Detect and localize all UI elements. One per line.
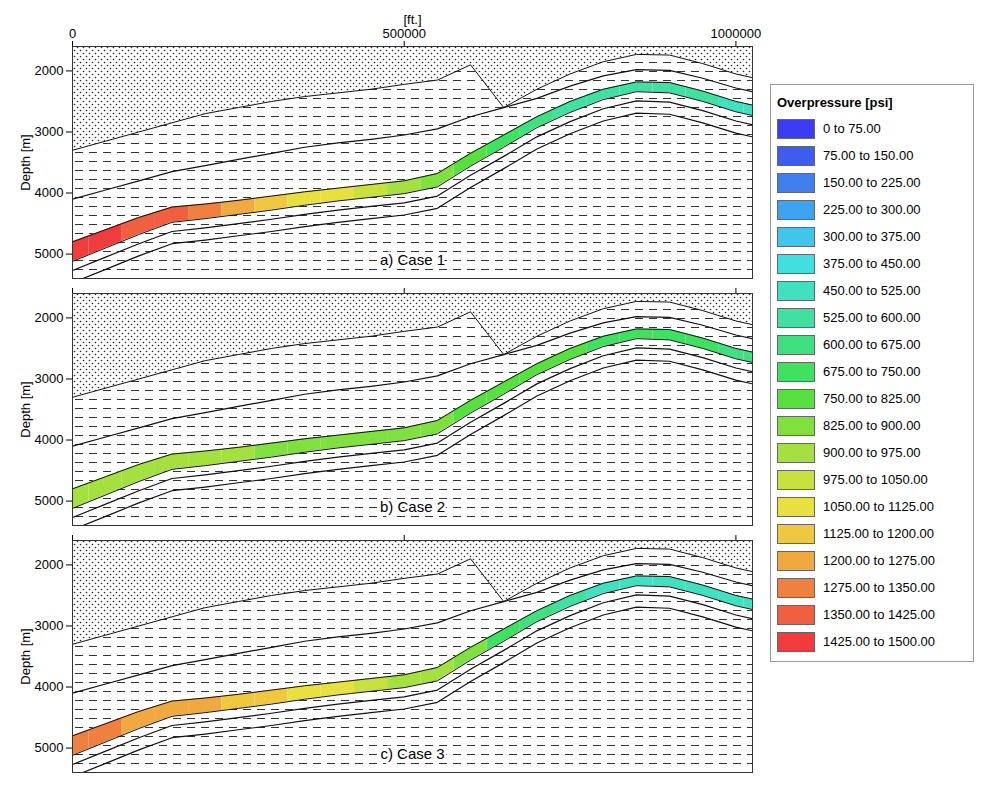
svg-text:a) Case 1: a) Case 1 [380,251,445,268]
svg-text:2000: 2000 [35,63,64,78]
svg-text:5000: 5000 [35,740,64,755]
svg-text:2000: 2000 [35,557,64,572]
html-text:900.00 to 975.00: 900.00 to 975.00 [823,445,921,460]
html-text:300.00 to 375.00: 300.00 to 375.00 [823,229,921,244]
svg-text:4000: 4000 [35,432,64,447]
html-text:1350.00 to 1425.00: 1350.00 to 1425.00 [823,607,936,622]
html-text:75.00 to 150.00: 75.00 to 150.00 [823,148,914,163]
svg-text:5000: 5000 [35,246,64,261]
svg-text:Depth [m]: Depth [m] [18,381,33,437]
svg-text:1000000: 1000000 [711,26,762,41]
html-text:750.00 to 825.00: 750.00 to 825.00 [823,391,921,406]
html-text:975.00 to 1050.00: 975.00 to 1050.00 [823,472,928,487]
html-text:450.00 to 525.00: 450.00 to 525.00 [823,283,921,298]
html-text:225.00 to 300.00: 225.00 to 300.00 [823,202,921,217]
svg-text:4000: 4000 [35,679,64,694]
html-text:1200.00 to 1275.00: 1200.00 to 1275.00 [823,553,936,568]
svg-text:Depth [m]: Depth [m] [18,628,33,684]
svg-text:[ft.]: [ft.] [403,12,421,27]
svg-text:5000: 5000 [35,493,64,508]
html-text:600.00 to 675.00: 600.00 to 675.00 [823,337,921,352]
svg-text:c) Case 3: c) Case 3 [380,745,444,762]
html-text:0 to 75.00: 0 to 75.00 [823,121,881,136]
html-text:Overpressure [psi]: Overpressure [psi] [777,95,893,110]
svg-text:3000: 3000 [35,618,64,633]
svg-text:Depth [m]: Depth [m] [18,134,33,190]
svg-text:2000: 2000 [35,310,64,325]
svg-text:4000: 4000 [35,185,64,200]
html-text:375.00 to 450.00: 375.00 to 450.00 [823,256,921,271]
svg-text:3000: 3000 [35,124,64,139]
html-text:150.00 to 225.00: 150.00 to 225.00 [823,175,921,190]
svg-text:b) Case 2: b) Case 2 [380,498,445,515]
html-text:1275.00 to 1350.00: 1275.00 to 1350.00 [823,580,936,595]
svg-text:0: 0 [69,26,76,41]
svg-text:500000: 500000 [383,26,426,41]
html-text:825.00 to 900.00: 825.00 to 900.00 [823,418,921,433]
html-text:1425.00 to 1500.00: 1425.00 to 1500.00 [823,634,936,649]
html-text:1050.00 to 1125.00: 1050.00 to 1125.00 [823,499,935,514]
html-text:675.00 to 750.00: 675.00 to 750.00 [823,364,921,379]
html-text:1125.00 to 1200.00: 1125.00 to 1200.00 [823,526,935,541]
svg-text:3000: 3000 [35,371,64,386]
html-text:525.00 to 600.00: 525.00 to 600.00 [823,310,921,325]
